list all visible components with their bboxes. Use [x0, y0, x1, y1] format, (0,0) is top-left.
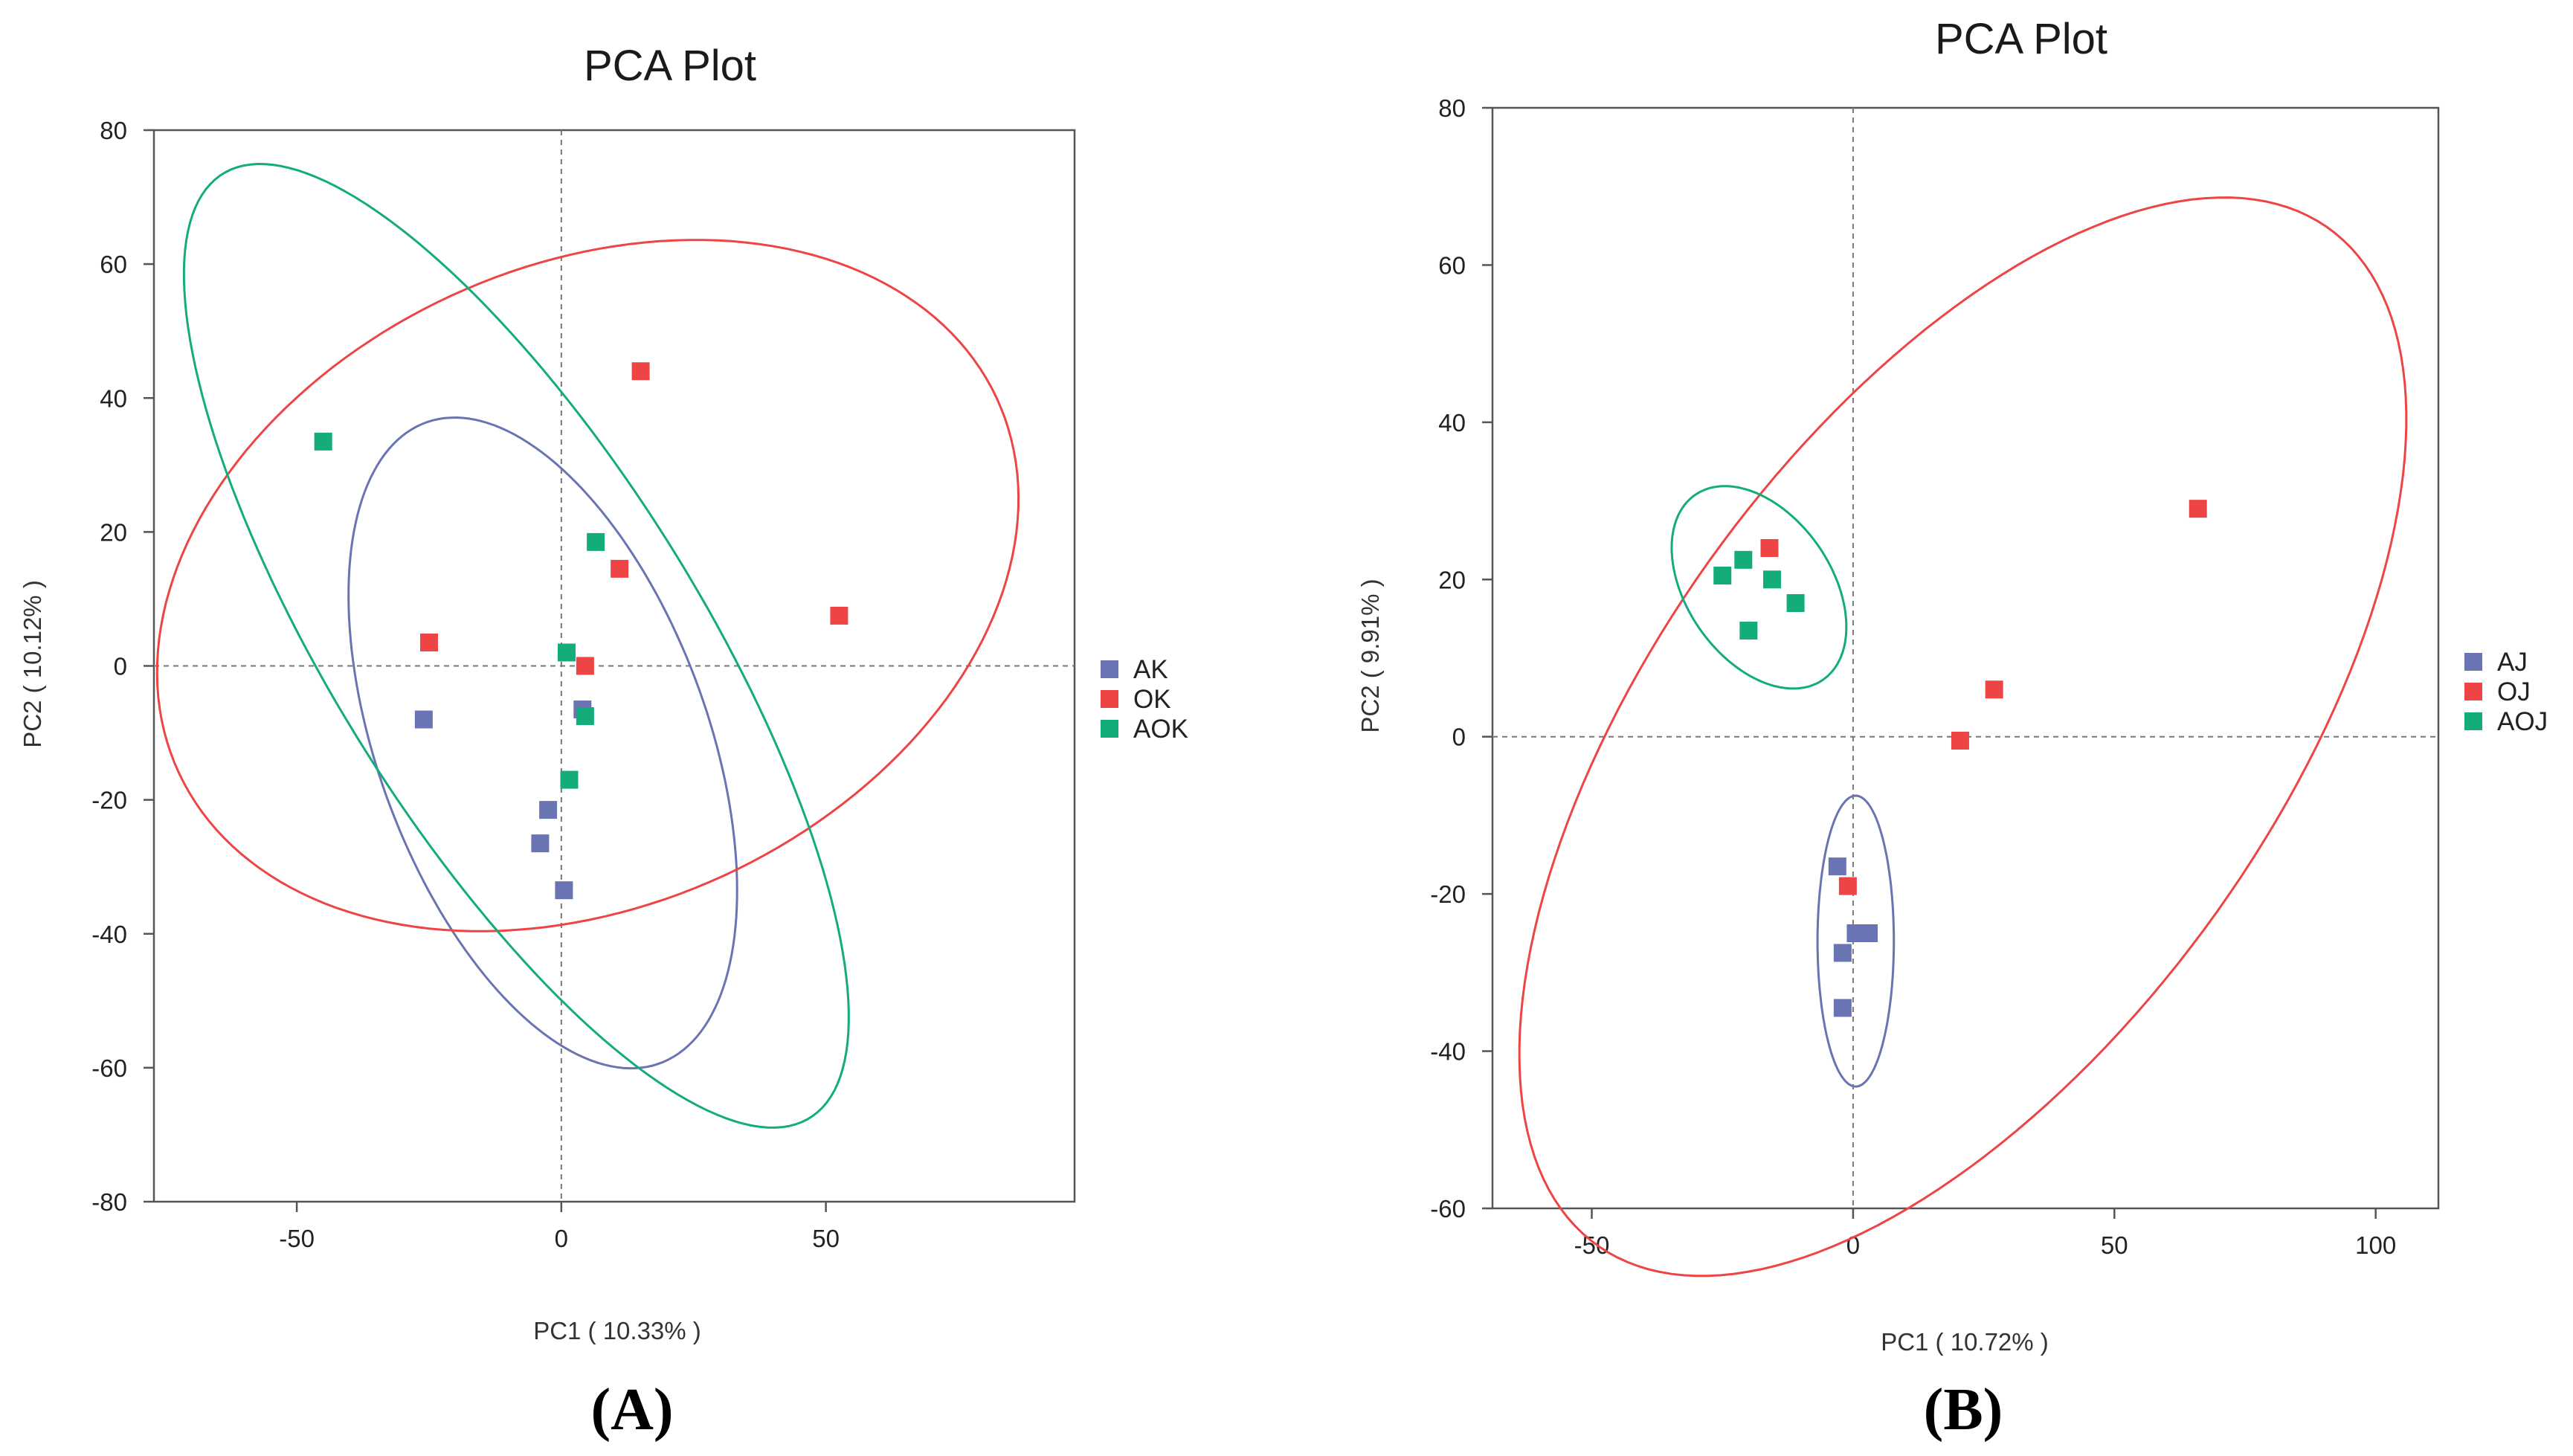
panel-a-point-aok — [560, 770, 579, 789]
panel-a-y-tick-label: 20 — [100, 518, 127, 546]
panel-b-y-tick-label: 40 — [1438, 409, 1466, 437]
panel-a-y-tick-label: 60 — [100, 251, 127, 278]
panel-b-ellipse-aoj — [1670, 485, 1848, 690]
panel-a-y-tick-label: 0 — [114, 653, 127, 680]
panel-b-legend-label-aj: AJ — [2497, 648, 2528, 677]
panel-b-legend-swatch-aoj — [2464, 712, 2482, 730]
panel-a-ellipse-ak — [347, 416, 738, 1070]
panel-a-point-ak — [539, 801, 558, 819]
panel-a-point-aok — [576, 707, 594, 726]
panel-a-legend-label-aok: AOK — [1133, 715, 1188, 744]
panel-a-point-ok — [830, 606, 848, 625]
panel-a-y-tick-label: -80 — [91, 1188, 127, 1216]
panel-a: PCA Plot 80 60 40 20 0 -20 -40 -60 -80 -50 0 50 PC1… — [19, 42, 1188, 1443]
panel-b-point-oj — [1838, 877, 1857, 895]
panel-a-point-ok — [631, 362, 650, 381]
panel-a-legend-swatch-ok — [1101, 690, 1118, 708]
panel-a-point-aok — [314, 432, 332, 451]
panel-a-point-aok — [557, 643, 576, 662]
panel-a-point-aok — [587, 532, 605, 551]
panel-b-ellipse-oj — [1518, 196, 2408, 1278]
panel-a-x-axis-label: PC1 ( 10.33% ) — [533, 1317, 701, 1344]
panel-b-point-aoj — [1734, 550, 1753, 569]
panel-b-legend-swatch-oj — [2464, 683, 2482, 700]
panel-a-legend-swatch-ak — [1101, 660, 1118, 678]
panel-b-point-oj — [1760, 539, 1779, 557]
panel-b-point-aj — [1859, 924, 1878, 942]
panel-b-point-oj — [1951, 732, 1969, 750]
panel-b-point-oj — [1985, 680, 2003, 699]
panel-b-y-tick-label: -40 — [1430, 1038, 1466, 1066]
panel-a-point-ok — [576, 657, 594, 675]
panel-b-y-tick-label: 20 — [1438, 566, 1466, 593]
panel-a-legend-swatch-aok — [1101, 720, 1118, 738]
panel-a-y-tick-label: -20 — [91, 787, 127, 814]
panel-b-point-aj — [1828, 857, 1846, 876]
panel-b-legend-swatch-aj — [2464, 653, 2482, 671]
panel-b-x-tick-label: -50 — [1574, 1231, 1610, 1259]
panel-a-legend-label-ak: AK — [1133, 655, 1168, 684]
panel-b-point-aoj — [1713, 567, 1732, 584]
panel-a-x-tick-label: 50 — [812, 1225, 840, 1252]
panel-b-point-aj — [1833, 999, 1852, 1017]
panel-b-y-axis-label: PC2 ( 9.91% ) — [1356, 579, 1384, 732]
panel-b-y-tick-label: -60 — [1430, 1195, 1466, 1223]
panel-b-legend-label-oj: OJ — [2497, 677, 2531, 706]
panel-b-x-tick-label: 100 — [2355, 1231, 2396, 1259]
panel-a-y-tick-label: -60 — [91, 1054, 127, 1082]
panel-b-y-tick-label: 80 — [1438, 94, 1466, 122]
panel-a-y-tick-label: -40 — [91, 921, 127, 948]
panel-a-x-tick-label: -50 — [279, 1225, 315, 1252]
panel-a-plot-area: 80 60 40 20 0 -20 -40 -60 -80 -50 0 50 — [91, 117, 1076, 1252]
panel-b-title: PCA Plot — [1935, 15, 2107, 63]
panel-a-point-ok — [419, 633, 438, 651]
panel-b-x-axis-label: PC1 ( 10.72% ) — [1881, 1328, 2049, 1356]
panel-a-title: PCA Plot — [584, 42, 756, 90]
panel-a-point-ak — [555, 881, 573, 900]
panel-b-y-tick-label: -20 — [1430, 880, 1466, 908]
panel-b-ellipse-aj — [1816, 794, 1896, 1088]
panel-b-point-oj — [2189, 500, 2207, 518]
panel-a-y-axis-label: PC2 ( 10.12% ) — [19, 580, 46, 748]
panel-a-legend-label-ok: OK — [1133, 685, 1171, 714]
panel-a-caption: (A) — [590, 1377, 673, 1443]
panel-b-legend-label-aoj: AOJ — [2497, 707, 2548, 736]
panel-b-point-aj — [1833, 944, 1852, 962]
panel-a-point-ak — [414, 710, 433, 729]
panel-b-point-aoj — [1762, 570, 1781, 589]
panel-b-point-aoj — [1739, 622, 1758, 640]
panel-b-y-tick-label: 0 — [1452, 724, 1466, 751]
panel-b-y-tick-label: 60 — [1438, 251, 1466, 279]
panel-b-caption: (B) — [1924, 1377, 2003, 1443]
panel-a-ellipse-ok — [155, 239, 1020, 932]
panel-a-y-tick-label: 80 — [100, 117, 127, 144]
panel-b-frame — [1491, 106, 2440, 1210]
panel-a-y-tick-label: 40 — [100, 384, 127, 412]
panel-b-x-tick-label: 50 — [2101, 1231, 2128, 1259]
panel-a-x-tick-label: 0 — [555, 1225, 568, 1252]
panel-a-point-ok — [611, 559, 629, 578]
panel-b-point-aoj — [1786, 594, 1805, 612]
panel-a-ellipse-aok — [182, 162, 850, 1129]
panel-a-point-ak — [531, 834, 550, 853]
